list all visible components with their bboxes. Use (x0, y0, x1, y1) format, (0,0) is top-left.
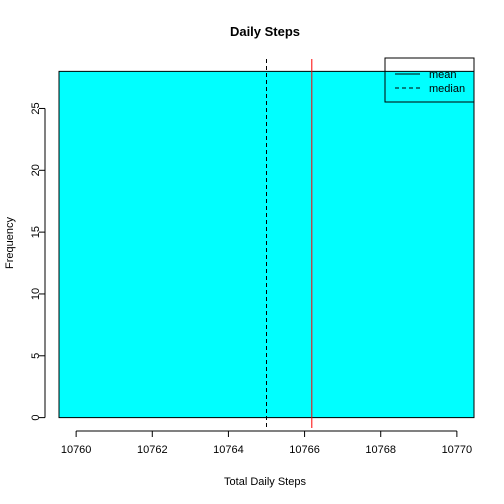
legend-box (384, 57, 475, 103)
x-tick-label-10766: 10766 (289, 444, 320, 456)
chart-title: Daily Steps (230, 24, 300, 39)
x-tick-label-10770: 10770 (442, 444, 473, 456)
legend-label-mean: mean (429, 69, 457, 81)
x-axis-label: Total Daily Steps (224, 476, 306, 488)
y-axis-label: Frequency (4, 217, 16, 269)
y-tick-label-15: 15 (30, 226, 42, 238)
y-tick-label-20: 20 (30, 164, 42, 176)
y-tick-label-25: 25 (30, 102, 42, 114)
legend: mean median (384, 57, 475, 103)
x-tick-label-10768: 10768 (365, 444, 396, 456)
y-tick-label-0: 0 (30, 415, 42, 421)
x-axis: 10760 10762 10764 10766 10768 10770 (61, 430, 473, 456)
x-tick-label-10760: 10760 (61, 444, 92, 456)
x-tick-label-10764: 10764 (213, 444, 244, 456)
y-axis: 0 5 10 15 20 25 (30, 102, 46, 421)
x-tick-label-10762: 10762 (137, 444, 168, 456)
y-tick-label-10: 10 (30, 288, 42, 300)
legend-label-median: median (429, 83, 465, 95)
plot-area (58, 59, 475, 428)
y-tick-label-5: 5 (30, 353, 42, 359)
